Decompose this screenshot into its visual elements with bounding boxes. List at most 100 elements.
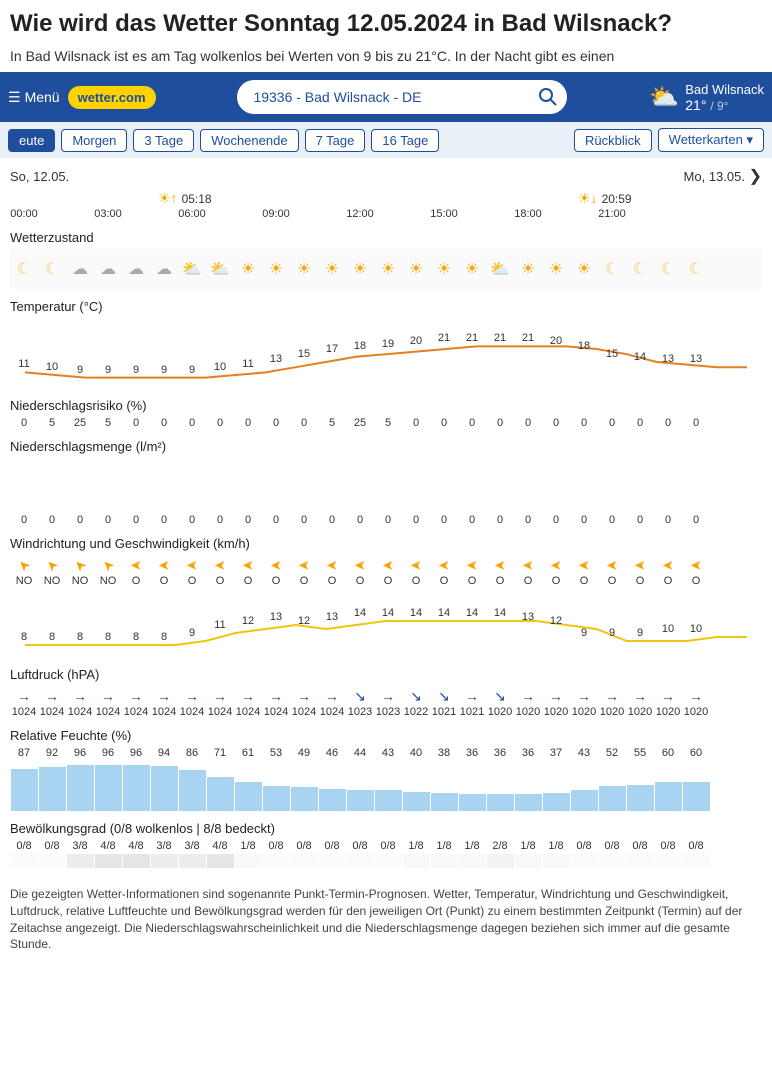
humidity-bar [123, 765, 150, 811]
cloud-value: 1/8 [542, 840, 570, 852]
chart-value: 10 [46, 361, 58, 373]
value-cell: O [430, 575, 458, 587]
menu-button[interactable]: ☰ Menü [8, 89, 60, 106]
pressure-trend-icon: → [318, 688, 346, 704]
date-right: Mo, 13.05. [684, 169, 745, 184]
value-cell: 1024 [10, 706, 38, 718]
value-cell: O [402, 575, 430, 587]
value-cell: O [262, 575, 290, 587]
chart-value: 21 [494, 332, 506, 344]
cloud-bar [403, 854, 430, 868]
value-cell: 1020 [598, 706, 626, 718]
chart-value: 8 [21, 631, 27, 643]
moon-icon: ☾ [626, 259, 654, 279]
search-input[interactable] [237, 80, 567, 114]
hour-label [234, 208, 262, 220]
wind-arrow-icon: ➤ [290, 557, 318, 574]
value-cell: 0 [626, 514, 654, 526]
wind-arrow-icon: ➤ [514, 557, 542, 574]
value-cell: 1024 [178, 706, 206, 718]
value-cell: 25 [66, 417, 94, 429]
cloud-bar [655, 854, 682, 868]
chart-value: 12 [298, 615, 310, 627]
wind-arrow-icon: ➤ [318, 557, 346, 574]
nav-7 tage[interactable]: 7 Tage [305, 129, 366, 152]
label-precip-amt: Niederschlagsmenge (l/m²) [10, 439, 762, 454]
chart-value: 9 [77, 364, 83, 376]
temp-chart: 1110999991011131517181920212121212018151… [10, 318, 762, 388]
humidity-bar [151, 766, 178, 811]
value-cell: 1024 [234, 706, 262, 718]
logo[interactable]: wetter.com [68, 86, 156, 109]
location-block[interactable]: ⛅ Bad Wilsnack 21° / 9° [649, 82, 764, 113]
value-cell: O [514, 575, 542, 587]
value-cell: 1024 [66, 706, 94, 718]
pressure-row: 1024102410241024102410241024102410241024… [10, 706, 762, 718]
cloud-bar [431, 854, 458, 868]
humidity-value: 96 [66, 747, 94, 759]
search-button[interactable] [535, 84, 561, 110]
pressure-trend-icon: → [122, 688, 150, 704]
humidity-value: 86 [178, 747, 206, 759]
nav-16 tage[interactable]: 16 Tage [371, 129, 439, 152]
sun-icon: ☀ [318, 259, 346, 279]
precip-amt-chart [10, 458, 762, 514]
humidity-bar [431, 793, 458, 811]
value-cell: O [654, 575, 682, 587]
value-cell: 1024 [206, 706, 234, 718]
wind-arrow-icon: ➤ [402, 557, 430, 574]
moon-cloud-icon: ☁ [122, 259, 150, 279]
value-cell: 0 [542, 417, 570, 429]
nav-wochenende[interactable]: Wochenende [200, 129, 298, 152]
nav-3 tage[interactable]: 3 Tage [133, 129, 194, 152]
pressure-trend-icon: → [570, 688, 598, 704]
moon-icon: ☾ [598, 259, 626, 279]
value-cell: 5 [318, 417, 346, 429]
chart-value: 11 [242, 358, 253, 370]
pressure-trend-icon: → [94, 688, 122, 704]
value-cell: 0 [486, 514, 514, 526]
value-cell: 0 [122, 514, 150, 526]
sun-cloud-icon: ⛅ [178, 259, 206, 279]
next-day-arrow[interactable]: ❯ [749, 168, 762, 185]
cloud-value: 0/8 [682, 840, 710, 852]
label-condition: Wetterzustand [10, 230, 762, 245]
value-cell: 0 [10, 417, 38, 429]
nav-wetterkarten[interactable]: Wetterkarten ▾ [658, 128, 764, 152]
pressure-trend-icon: → [290, 688, 318, 704]
pressure-trend-icon: ↘ [346, 688, 374, 705]
value-cell: 0 [206, 514, 234, 526]
pressure-trend-icon: → [626, 688, 654, 704]
humidity-bar [67, 765, 94, 811]
pressure-trend-icon: → [262, 688, 290, 704]
value-cell: 0 [234, 514, 262, 526]
sun-icon: ☀ [402, 259, 430, 279]
chart-value: 10 [214, 361, 226, 373]
cloud-bar [207, 854, 234, 868]
nav-morgen[interactable]: Morgen [61, 129, 127, 152]
chart-value: 13 [522, 611, 534, 623]
value-cell: 0 [514, 417, 542, 429]
chart-value: 11 [214, 619, 225, 631]
hour-label [206, 208, 234, 220]
chart-value: 12 [550, 615, 562, 627]
humidity-value: 36 [486, 747, 514, 759]
chart-value: 21 [522, 332, 534, 344]
nav-eute[interactable]: eute [8, 129, 55, 152]
value-cell: 0 [458, 417, 486, 429]
wind-arrow-icon: ➤ [682, 557, 710, 574]
nav-row: eute Morgen 3 Tage Wochenende 7 Tage16 Tage R… [0, 122, 772, 158]
humidity-value: 60 [654, 747, 682, 759]
value-cell: 0 [346, 514, 374, 526]
nav-rückblick[interactable]: Rückblick [574, 129, 652, 152]
humidity-bar [95, 765, 122, 811]
cloud-value: 3/8 [150, 840, 178, 852]
moon-cloud-icon: ☁ [66, 259, 94, 279]
value-cell: 5 [374, 417, 402, 429]
cloud-bar [95, 854, 122, 868]
label-pressure: Luftdruck (hPA) [10, 667, 762, 682]
humidity-bar [11, 769, 38, 811]
humidity-value: 36 [514, 747, 542, 759]
value-cell: 5 [38, 417, 66, 429]
chart-value: 9 [105, 364, 111, 376]
